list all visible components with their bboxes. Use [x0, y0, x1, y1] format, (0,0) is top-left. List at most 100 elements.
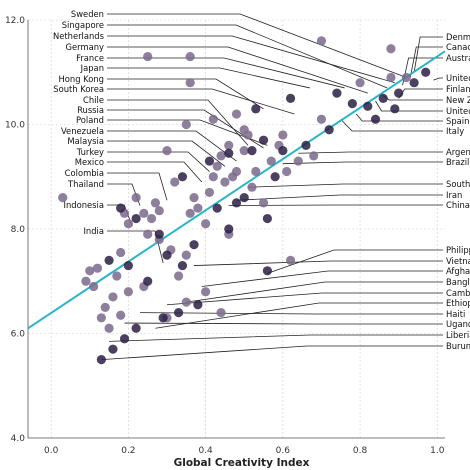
data-point: [224, 224, 234, 234]
country-label: Mexico: [75, 157, 104, 167]
data-point: [150, 198, 161, 208]
data-point: [231, 109, 242, 119]
country-label: United Kingdom: [446, 106, 470, 116]
label-leader-line: [107, 172, 168, 201]
data-point: [193, 203, 203, 213]
data-point: [116, 310, 126, 320]
data-point: [390, 104, 400, 114]
label-leader-line: [382, 95, 443, 101]
data-point: [370, 114, 381, 124]
data-point: [278, 130, 288, 140]
x-tick-label: 0.4: [198, 446, 213, 456]
data-point: [208, 172, 218, 182]
label-leader-line: [166, 292, 443, 306]
label-leader-line: [282, 161, 443, 165]
data-point: [201, 219, 211, 229]
data-point: [378, 93, 388, 103]
country-label: China: [446, 200, 470, 210]
data-point: [173, 308, 184, 318]
data-point: [386, 72, 396, 83]
data-point: [185, 51, 195, 62]
data-point: [89, 281, 99, 292]
data-point: [108, 344, 118, 354]
data-point: [394, 88, 404, 98]
data-point: [131, 193, 141, 203]
country-label: Finland: [446, 84, 470, 94]
data-point: [266, 156, 276, 166]
label-leader-line: [267, 249, 443, 274]
label-leader-line: [107, 140, 226, 167]
data-point: [185, 208, 195, 218]
label-leader-line: [107, 35, 395, 84]
country-label: United States: [446, 73, 470, 83]
data-point: [401, 72, 411, 83]
data-point: [293, 156, 303, 166]
data-point: [409, 78, 419, 88]
data-point: [239, 193, 249, 203]
data-point: [216, 308, 226, 318]
data-point: [119, 334, 130, 344]
country-label: Colombia: [65, 168, 104, 178]
data-point: [270, 172, 280, 182]
data-point: [177, 172, 188, 182]
data-point: [181, 119, 191, 130]
country-label: Sweden: [71, 9, 104, 19]
country-label: Burundi: [446, 341, 470, 351]
country-label: Brazil: [446, 157, 469, 167]
country-label: India: [83, 226, 104, 236]
data-point: [104, 323, 114, 333]
data-point: [143, 276, 153, 286]
data-point: [189, 240, 199, 250]
data-point: [355, 78, 365, 88]
country-label: Japan: [80, 63, 104, 73]
data-point: [231, 198, 242, 208]
data-point: [363, 101, 373, 111]
country-label: Ethiopia: [446, 298, 470, 308]
y-tick-label: 6.0: [11, 330, 26, 340]
data-point: [104, 255, 114, 265]
country-label: Liberia: [446, 330, 470, 340]
label-leader-line: [355, 113, 443, 122]
country-label: Malaysia: [67, 136, 104, 146]
label-leader-line: [107, 78, 264, 110]
data-point: [301, 140, 311, 150]
country-label: Singapore: [62, 20, 104, 30]
data-point: [146, 213, 157, 224]
data-point: [278, 146, 288, 156]
label-leader-line: [433, 77, 443, 81]
x-tick-label: 1.0: [430, 446, 445, 456]
label-leader-line: [186, 281, 443, 303]
data-point: [158, 313, 168, 323]
data-point: [324, 125, 334, 135]
country-label: Indonesia: [63, 200, 104, 210]
data-point: [116, 247, 126, 258]
data-point: [170, 177, 180, 187]
data-point: [81, 276, 91, 286]
y-tick-label: 4.0: [11, 434, 26, 444]
data-point: [193, 300, 203, 310]
data-point: [231, 166, 242, 177]
data-point: [309, 151, 319, 161]
data-point: [96, 313, 106, 323]
label-leader-line: [107, 46, 368, 94]
data-point: [262, 266, 272, 276]
country-label: Venezuela: [61, 126, 104, 136]
country-label: Chile: [83, 95, 104, 105]
data-point: [162, 250, 172, 260]
data-point: [212, 161, 222, 171]
country-labels: SwedenSingaporeNetherlandsGermanyFranceJ…: [53, 9, 470, 351]
data-point: [131, 323, 141, 333]
label-leader-line: [248, 183, 443, 188]
data-point: [262, 213, 272, 224]
label-leader-line: [107, 204, 133, 227]
country-label: New Zealand: [446, 95, 470, 105]
data-point: [189, 193, 199, 203]
label-leader-line: [107, 67, 310, 89]
axes: 0.0 0.2 0.4 0.6 0.8 1.0 4.0 6.0 8.0 10.0 12.0: [5, 16, 445, 456]
y-tick-label: 8.0: [11, 225, 26, 235]
label-leader-line: [298, 151, 443, 154]
data-point: [285, 93, 296, 103]
country-label: Australia: [446, 53, 470, 63]
label-leader-line: [398, 88, 443, 99]
